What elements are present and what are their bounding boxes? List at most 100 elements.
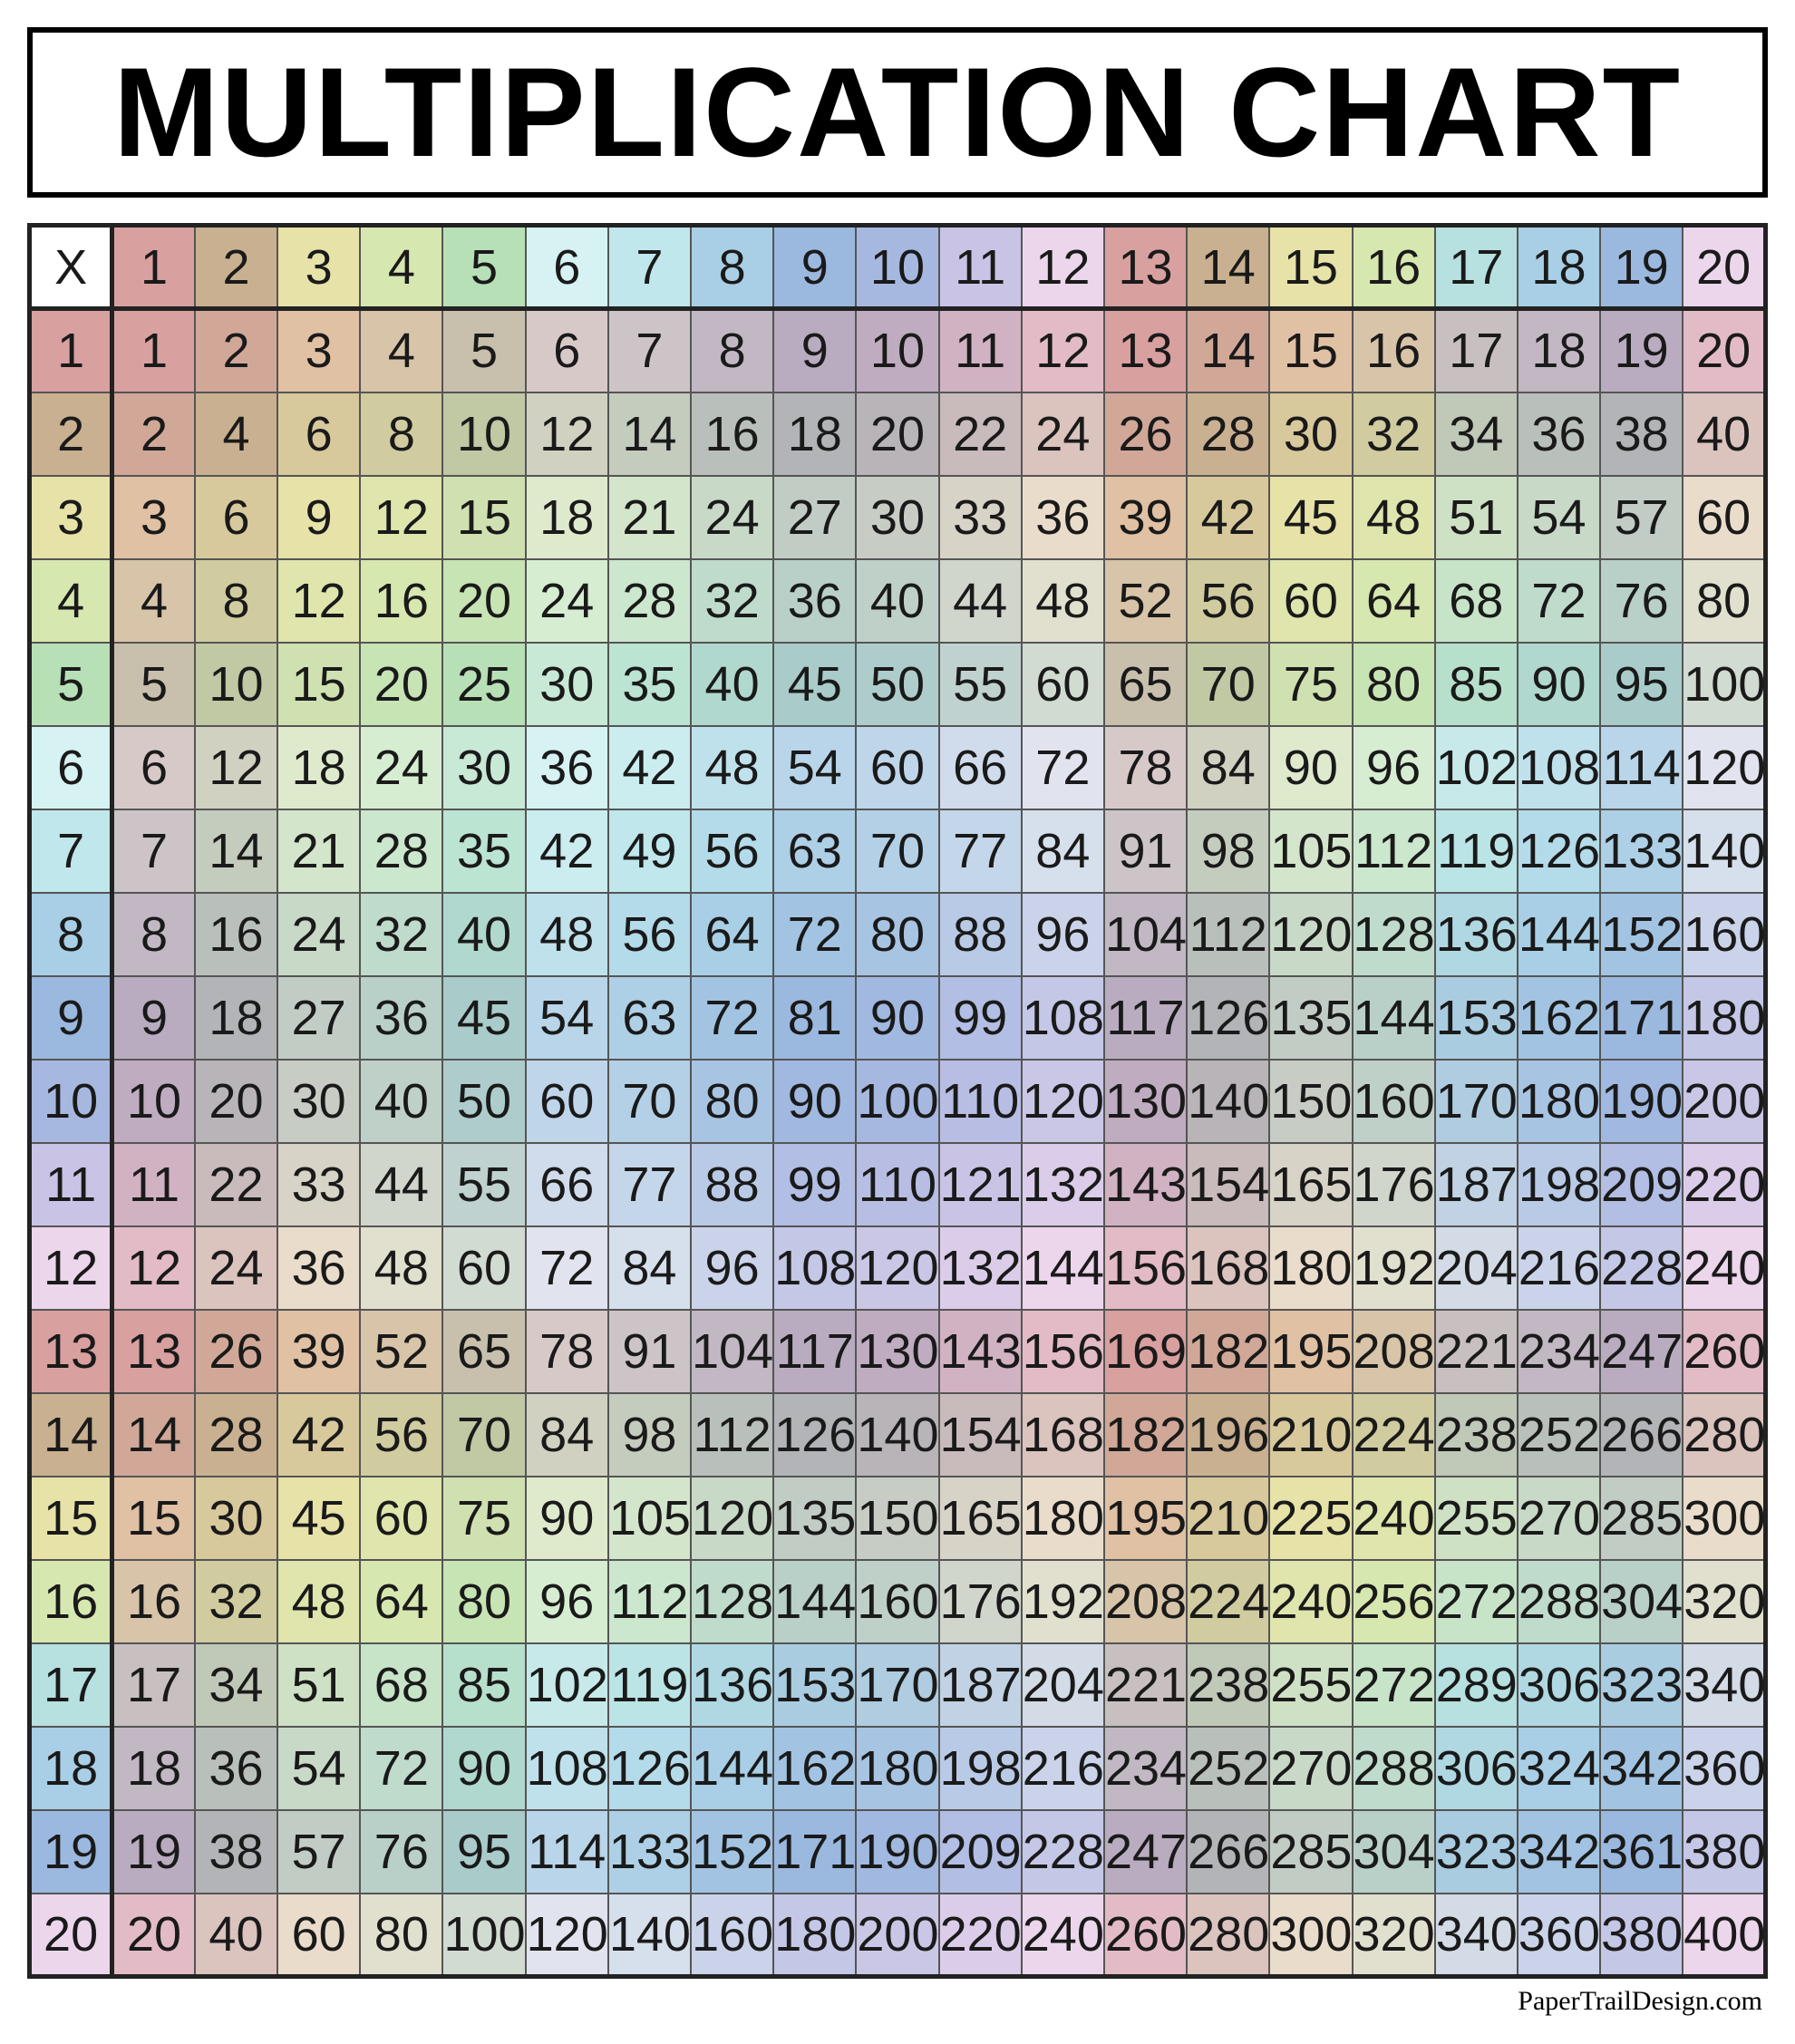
table-cell: 136 [1435,893,1518,976]
table-cell: 45 [1269,476,1352,559]
table-cell: 30 [277,1060,360,1143]
table-cell: 12 [360,476,442,559]
col-header: 17 [1435,226,1518,309]
table-cell: 195 [1269,1310,1352,1393]
table-cell: 24 [195,1226,277,1310]
table-cell: 133 [608,1810,691,1894]
table-cell: 135 [773,1477,856,1560]
table-cell: 24 [1022,392,1104,476]
table-cell: 52 [1104,559,1187,643]
table-cell: 16 [691,392,773,476]
table-cell: 28 [608,559,691,643]
table-cell: 234 [1518,1310,1600,1393]
table-cell: 190 [856,1810,938,1894]
table-cell: 126 [1187,976,1269,1060]
table-cell: 209 [1600,1143,1683,1226]
table-cell: 208 [1353,1310,1435,1393]
col-header: 8 [691,226,773,309]
table-cell: 12 [277,559,360,643]
table-cell: 306 [1518,1643,1600,1727]
table-cell: 4 [195,392,277,476]
table-cell: 120 [1683,726,1765,809]
table-cell: 15 [442,476,525,559]
table-cell: 72 [1022,726,1104,809]
table-cell: 22 [195,1143,277,1226]
table-cell: 285 [1269,1810,1352,1894]
table-cell: 114 [1600,726,1683,809]
table-cell: 90 [442,1727,525,1810]
table-cell: 234 [1104,1727,1187,1810]
table-cell: 9 [112,976,195,1060]
table-cell: 156 [1022,1310,1104,1393]
table-cell: 238 [1435,1393,1518,1477]
table-cell: 39 [1104,476,1187,559]
table-cell: 169 [1104,1310,1187,1393]
table-cell: 81 [773,976,856,1060]
table-cell: 380 [1600,1894,1683,1977]
table-cell: 19 [112,1810,195,1894]
table-cell: 25 [442,643,525,726]
table-cell: 52 [360,1310,442,1393]
table-cell: 84 [526,1393,608,1477]
table-cell: 306 [1435,1727,1518,1810]
table-cell: 228 [1600,1226,1683,1310]
table-cell: 42 [526,809,608,893]
table-cell: 8 [112,893,195,976]
table-cell: 80 [856,893,938,976]
table-cell: 126 [608,1727,691,1810]
table-cell: 255 [1269,1643,1352,1727]
table-cell: 238 [1187,1643,1269,1727]
table-cell: 152 [1600,893,1683,976]
table-cell: 110 [856,1143,938,1226]
table-cell: 270 [1518,1477,1600,1560]
table-cell: 160 [856,1560,938,1643]
table-cell: 50 [856,643,938,726]
table-cell: 7 [608,309,691,392]
table-cell: 272 [1353,1643,1435,1727]
table-cell: 54 [526,976,608,1060]
table-cell: 7 [112,809,195,893]
table-cell: 140 [1683,809,1765,893]
table-cell: 66 [526,1143,608,1226]
row-header: 2 [30,392,112,476]
col-header: 7 [608,226,691,309]
table-cell: 90 [1269,726,1352,809]
table-cell: 102 [1435,726,1518,809]
table-cell: 91 [1104,809,1187,893]
table-cell: 144 [691,1727,773,1810]
table-cell: 252 [1518,1393,1600,1477]
table-cell: 51 [1435,476,1518,559]
table-cell: 48 [1022,559,1104,643]
table-cell: 220 [1683,1143,1765,1226]
col-header: 13 [1104,226,1187,309]
table-cell: 266 [1600,1393,1683,1477]
table-cell: 12 [112,1226,195,1310]
table-cell: 132 [1022,1143,1104,1226]
table-cell: 289 [1435,1643,1518,1727]
table-cell: 247 [1104,1810,1187,1894]
table-cell: 156 [1104,1226,1187,1310]
col-header: 2 [195,226,277,309]
table-cell: 102 [526,1643,608,1727]
table-cell: 198 [939,1727,1022,1810]
table-cell: 180 [1269,1226,1352,1310]
table-cell: 9 [277,476,360,559]
table-cell: 210 [1187,1477,1269,1560]
table-cell: 240 [1269,1560,1352,1643]
table-cell: 112 [1187,893,1269,976]
col-header: 12 [1022,226,1104,309]
table-cell: 1 [112,309,195,392]
table-cell: 48 [277,1560,360,1643]
table-cell: 14 [112,1393,195,1477]
table-cell: 152 [691,1810,773,1894]
table-cell: 162 [773,1727,856,1810]
table-cell: 196 [1187,1393,1269,1477]
table-cell: 400 [1683,1894,1765,1977]
table-cell: 144 [1022,1226,1104,1310]
table-cell: 77 [608,1143,691,1226]
table-cell: 98 [1187,809,1269,893]
table-cell: 55 [442,1143,525,1226]
table-cell: 84 [608,1226,691,1310]
row-header: 15 [30,1477,112,1560]
row-header: 8 [30,893,112,976]
